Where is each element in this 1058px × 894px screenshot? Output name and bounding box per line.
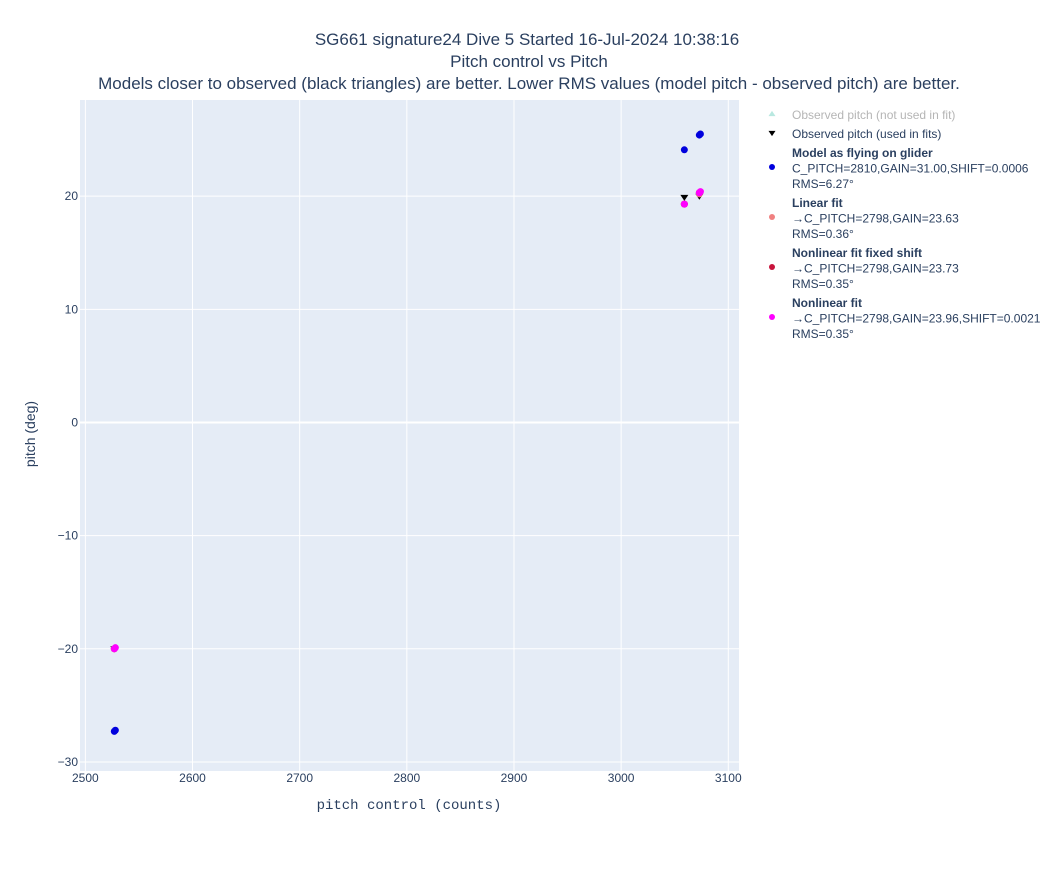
data-point [680,146,688,154]
plot-background [80,100,739,771]
legend-text: Model as flying on glider [792,146,933,160]
legend-text: Nonlinear fit [792,296,862,310]
legend-item-5[interactable]: Nonlinear fit →C_PITCH=2798,GAIN=23.96,SH… [769,296,1041,341]
x-tick-label: 2500 [72,771,99,785]
legend-text: Observed pitch (not used in fit) [792,108,955,122]
chart-title-line-1: SG661 signature24 Dive 5 Started 16-Jul-… [315,30,739,49]
y-tick-label: −30 [58,755,79,769]
x-tick-label: 3000 [608,771,635,785]
legend-item-4[interactable]: Nonlinear fit fixed shift →C_PITCH=2798,G… [769,246,959,291]
data-marks [110,130,704,735]
legend-text: RMS=6.27° [792,177,854,191]
x-axis-title: pitch control (counts) [317,798,502,814]
x-tick-label: 2900 [501,771,528,785]
legend-item-1[interactable]: Observed pitch (used in fits) [768,127,942,141]
data-point [696,188,704,196]
legend-text: →C_PITCH=2798,GAIN=23.63 [792,212,959,226]
legend-marker [769,164,775,170]
triangle-point [680,194,689,201]
legend-text: →C_PITCH=2798,GAIN=23.96,SHIFT=0.0021 [792,312,1041,326]
legend-text: Observed pitch (used in fits) [792,127,941,141]
data-point [111,644,119,652]
legend-marker [769,264,775,270]
x-tick-label: 2800 [393,771,420,785]
chart-title-line-3: Models closer to observed (black triangl… [98,74,960,93]
legend-text: C_PITCH=2810,GAIN=31.00,SHIFT=0.0006 [792,162,1029,176]
y-axis-title: pitch (deg) [22,401,38,467]
legend-text: Nonlinear fit fixed shift [792,246,922,260]
data-point [696,130,704,138]
legend[interactable]: Observed pitch (not used in fit) Observed… [768,108,1041,341]
legend-text: RMS=0.35° [792,277,854,291]
chart-title-line-2: Pitch control vs Pitch [450,52,608,71]
x-tick-label: 3100 [715,771,742,785]
gridlines [80,100,739,771]
legend-marker [768,130,776,137]
y-tick-label: 0 [71,415,78,429]
legend-item-0[interactable]: Observed pitch (not used in fit) [768,108,956,122]
legend-text: →C_PITCH=2798,GAIN=23.73 [792,262,959,276]
legend-marker [768,110,776,117]
x-tick-label: 2600 [179,771,206,785]
x-tick-label: 2700 [286,771,313,785]
y-tick-label: −20 [58,642,79,656]
data-point [111,726,119,734]
data-point [680,200,688,208]
y-tick-label: 10 [65,302,79,316]
legend-item-2[interactable]: Model as flying on glider C_PITCH=2810,GA… [769,146,1029,191]
legend-marker [769,314,775,320]
legend-item-3[interactable]: Linear fit →C_PITCH=2798,GAIN=23.63RMS=0.… [769,196,959,241]
legend-text: RMS=0.35° [792,327,854,341]
plot-area [80,100,739,771]
series-5 [110,188,704,653]
legend-marker [769,214,775,220]
series-2 [110,130,704,735]
legend-text: Linear fit [792,196,843,210]
tick-labels: 2500 2600 2700 2800 2900 3000 3100 −30 −20 −10 0 10… [58,189,742,785]
legend-text: RMS=0.36° [792,227,854,241]
y-tick-label: 20 [65,189,79,203]
y-tick-label: −10 [58,529,79,543]
